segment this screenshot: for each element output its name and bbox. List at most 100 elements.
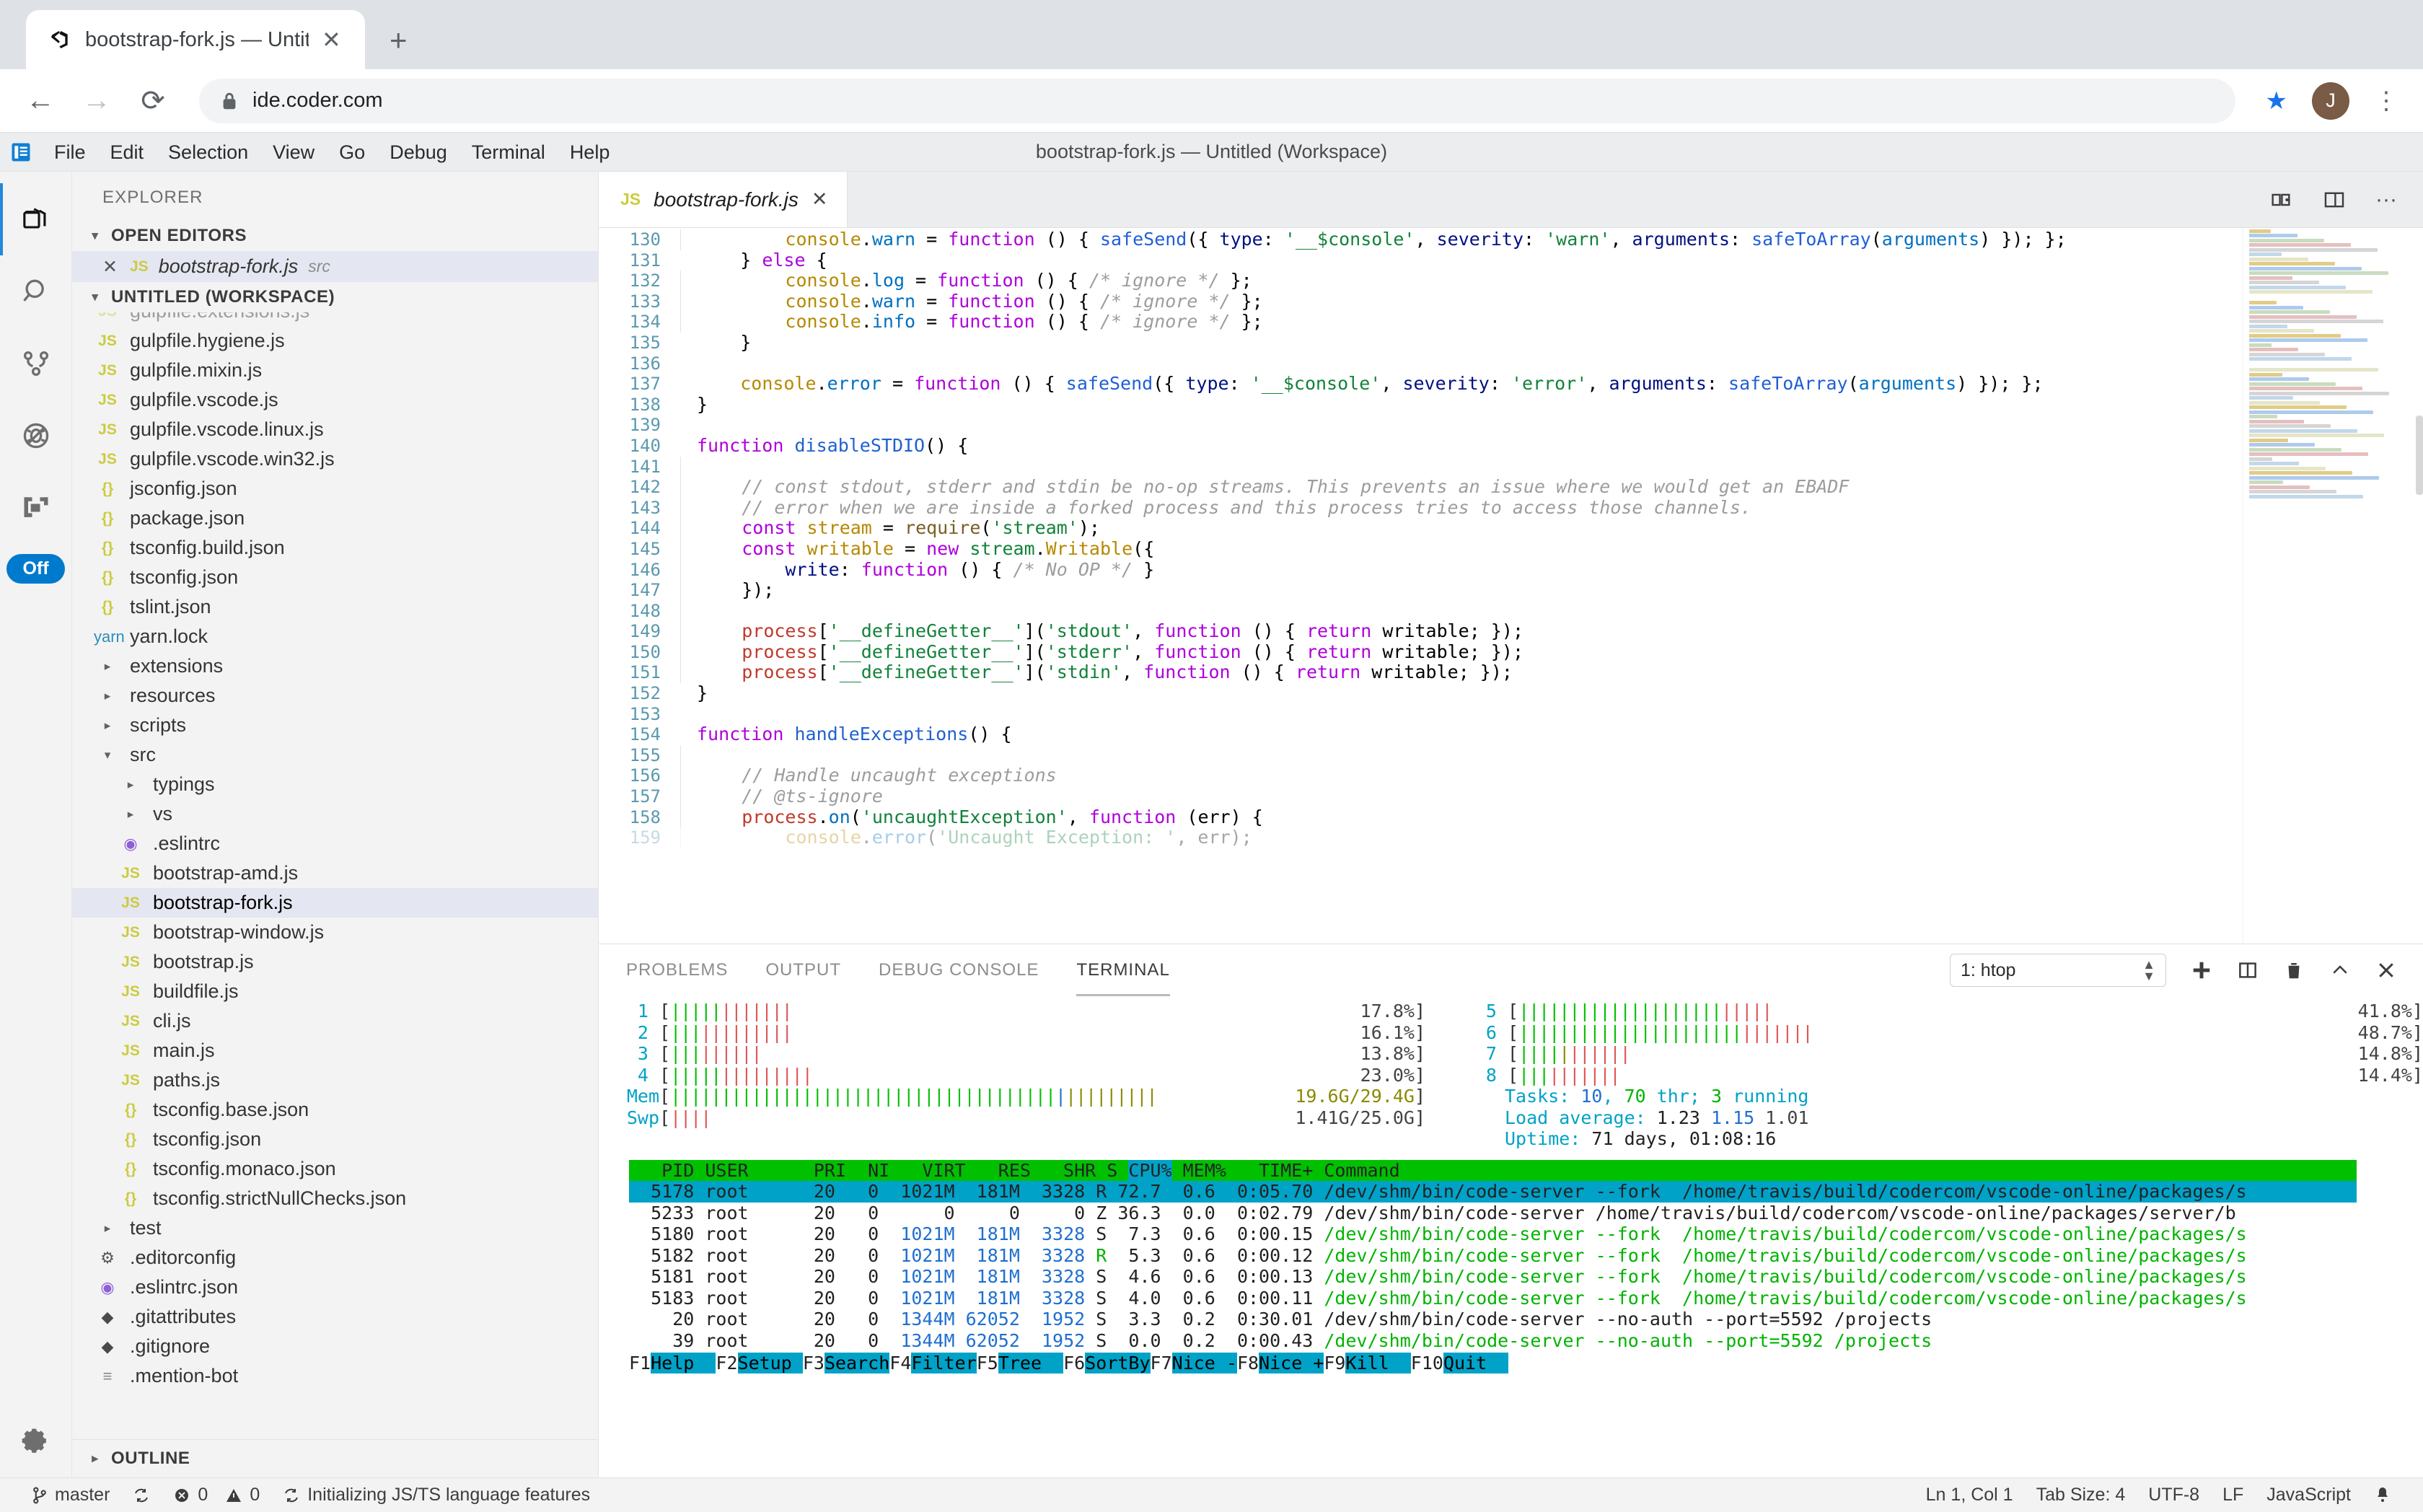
tree-item[interactable]: ◉ .eslintrc.json — [72, 1273, 598, 1302]
tree-item[interactable]: JS bootstrap-window.js — [72, 918, 598, 947]
fkey-label-quit[interactable]: Quit — [1443, 1353, 1509, 1373]
file-tree[interactable]: JS gulpfile.extensions.js JS gulpfile.hygie… — [72, 312, 598, 1439]
tree-item[interactable]: JS gulpfile.hygiene.js — [72, 326, 598, 356]
menu-go[interactable]: Go — [339, 141, 366, 163]
status-off-toggle[interactable]: Off — [6, 554, 65, 584]
forward-icon[interactable]: → — [82, 84, 111, 116]
process-row[interactable]: 5180 root 20 0 1021M 181M 3328 S 7.3 0.6… — [629, 1223, 2247, 1244]
tab-problems[interactable]: PROBLEMS — [626, 960, 729, 980]
process-row[interactable]: 5182 root 20 0 1021M 181M 3328 R 5.3 0.6… — [629, 1244, 2247, 1266]
fkey-label-tree[interactable]: Tree — [998, 1353, 1064, 1373]
tab-output[interactable]: OUTPUT — [765, 960, 842, 980]
activity-search[interactable] — [0, 255, 72, 328]
fkey-label-search[interactable]: Search — [824, 1353, 890, 1373]
tree-item[interactable]: ▸ vs — [72, 799, 598, 829]
tree-item[interactable]: ⚙ .editorconfig — [72, 1243, 598, 1273]
tree-item[interactable]: ▸ extensions — [72, 651, 598, 681]
tree-item[interactable]: JS paths.js — [72, 1065, 598, 1095]
section-open-editors[interactable]: ▾ OPEN EDITORS — [72, 221, 598, 251]
tree-item[interactable]: ≡ .mention-bot — [72, 1361, 598, 1391]
tree-item[interactable]: JS gulpfile.extensions.js — [72, 312, 598, 326]
close-icon[interactable]: ✕ — [811, 188, 828, 210]
tree-item[interactable]: JS gulpfile.mixin.js — [72, 356, 598, 385]
htop-function-keys[interactable]: F1Help F2Setup F3SearchF4FilterF5Tree F6… — [629, 1353, 2423, 1374]
menu-terminal[interactable]: Terminal — [471, 141, 545, 163]
status-tab-size[interactable]: Tab Size: 4 — [2036, 1485, 2126, 1505]
tree-item[interactable]: JS cli.js — [72, 1006, 598, 1036]
tree-item[interactable]: ▸ test — [72, 1213, 598, 1243]
status-sync[interactable] — [121, 1487, 162, 1504]
minimap-slider[interactable] — [2416, 416, 2423, 495]
open-editor-item[interactable]: ✕ JS bootstrap-fork.js src — [72, 251, 598, 282]
status-errors[interactable]: 0 0 — [162, 1485, 271, 1506]
tree-item[interactable]: ◆ .gitattributes — [72, 1302, 598, 1332]
split-terminal-icon[interactable] — [2237, 959, 2259, 981]
tree-item[interactable]: JS bootstrap-fork.js — [72, 888, 598, 918]
tree-item[interactable]: JS gulpfile.vscode.win32.js — [72, 444, 598, 474]
browser-tab[interactable]: bootstrap-fork.js — Untitled (W ✕ — [26, 10, 365, 69]
status-language[interactable]: JavaScript — [2266, 1485, 2351, 1505]
tree-item[interactable]: {} jsconfig.json — [72, 474, 598, 504]
tree-item[interactable]: {} package.json — [72, 504, 598, 533]
terminal-htop[interactable]: 1 [|||||||||||| 17.8%] 5 [|||||||||||||||… — [599, 996, 2423, 1477]
tree-item[interactable]: {} tsconfig.strictNullChecks.json — [72, 1184, 598, 1213]
activity-debug[interactable] — [0, 400, 72, 472]
fkey-label-filter[interactable]: Filter — [911, 1353, 977, 1373]
fkey-label-sortby[interactable]: SortBy — [1085, 1353, 1151, 1373]
process-row[interactable]: 5181 root 20 0 1021M 181M 3328 S 4.6 0.6… — [629, 1266, 2247, 1287]
tree-item[interactable]: {} tslint.json — [72, 592, 598, 622]
back-icon[interactable]: ← — [26, 84, 55, 116]
new-tab-button[interactable]: + — [390, 23, 408, 57]
fkey-label-nice[interactable]: Nice - — [1171, 1353, 1237, 1373]
tree-item[interactable]: JS bootstrap-amd.js — [72, 858, 598, 888]
process-row[interactable]: 5183 root 20 0 1021M 181M 3328 S 4.0 0.6… — [629, 1287, 2247, 1309]
menu-help[interactable]: Help — [569, 141, 610, 163]
code-editor[interactable]: 130 console.warn = function () { safeSen… — [599, 228, 2423, 944]
fkey-label-help[interactable]: Help — [651, 1353, 716, 1373]
terminal-select[interactable]: 1: htop ▲ ▼ — [1950, 954, 2166, 987]
activity-extensions[interactable] — [0, 472, 72, 544]
activity-settings[interactable] — [0, 1405, 72, 1477]
process-row[interactable]: 5178 root 20 0 1021M 181M 3328 R 72.7 0.… — [629, 1181, 2357, 1203]
status-branch[interactable]: master — [20, 1485, 121, 1506]
tree-item[interactable]: {} tsconfig.json — [72, 1125, 598, 1154]
tree-item[interactable]: {} tsconfig.base.json — [72, 1095, 598, 1125]
process-row[interactable]: 20 root 20 0 1344M 62052 1952 S 3.3 0.2 … — [629, 1309, 1932, 1329]
fkey-label-kill[interactable]: Kill — [1345, 1353, 1411, 1373]
tree-item[interactable]: ▸ scripts — [72, 711, 598, 740]
tab-terminal[interactable]: TERMINAL — [1076, 954, 1171, 996]
address-bar[interactable]: ide.coder.com — [199, 78, 2235, 123]
process-row[interactable]: 39 root 20 0 1344M 62052 1952 S 0.0 0.2 … — [629, 1329, 1932, 1351]
tree-item[interactable]: ▾ src — [72, 740, 598, 770]
chevron-up-icon[interactable] — [2329, 959, 2351, 981]
menu-file[interactable]: File — [54, 141, 86, 163]
avatar[interactable]: J — [2312, 82, 2349, 120]
layout-icon[interactable] — [2322, 188, 2347, 212]
section-outline[interactable]: ▸ OUTLINE — [72, 1439, 598, 1477]
minimap[interactable] — [2243, 228, 2423, 944]
split-editor-icon[interactable] — [2269, 188, 2293, 212]
status-cursor-position[interactable]: Ln 1, Col 1 — [1925, 1485, 2013, 1505]
status-eol[interactable]: LF — [2222, 1485, 2244, 1505]
bookmark-star-icon[interactable]: ★ — [2265, 87, 2287, 115]
tree-item[interactable]: {} tsconfig.build.json — [72, 533, 598, 563]
tree-item[interactable]: JS gulpfile.vscode.js — [72, 385, 598, 415]
status-encoding[interactable]: UTF-8 — [2148, 1485, 2200, 1505]
section-workspace[interactable]: ▾ UNTITLED (WORKSPACE) — [72, 282, 598, 312]
tree-item[interactable]: {} tsconfig.monaco.json — [72, 1154, 598, 1184]
trash-icon[interactable] — [2283, 959, 2305, 981]
bell-icon[interactable] — [2362, 1486, 2403, 1505]
tree-item[interactable]: {} tsconfig.json — [72, 563, 598, 592]
editor-tab-bootstrap-fork[interactable]: JS bootstrap-fork.js ✕ — [599, 172, 848, 227]
close-icon[interactable]: ✕ — [322, 27, 341, 53]
reload-icon[interactable]: ⟳ — [141, 84, 165, 117]
code-content[interactable]: 130 console.warn = function () { safeSen… — [599, 228, 2243, 848]
menu-debug[interactable]: Debug — [390, 141, 447, 163]
menu-selection[interactable]: Selection — [168, 141, 249, 163]
activity-source-control[interactable] — [0, 328, 72, 400]
new-terminal-icon[interactable] — [2191, 959, 2212, 981]
fkey-label-nice[interactable]: Nice + — [1259, 1353, 1324, 1373]
tree-item[interactable]: JS gulpfile.vscode.linux.js — [72, 415, 598, 444]
tree-item[interactable]: ▸ resources — [72, 681, 598, 711]
activity-explorer[interactable] — [0, 183, 72, 255]
